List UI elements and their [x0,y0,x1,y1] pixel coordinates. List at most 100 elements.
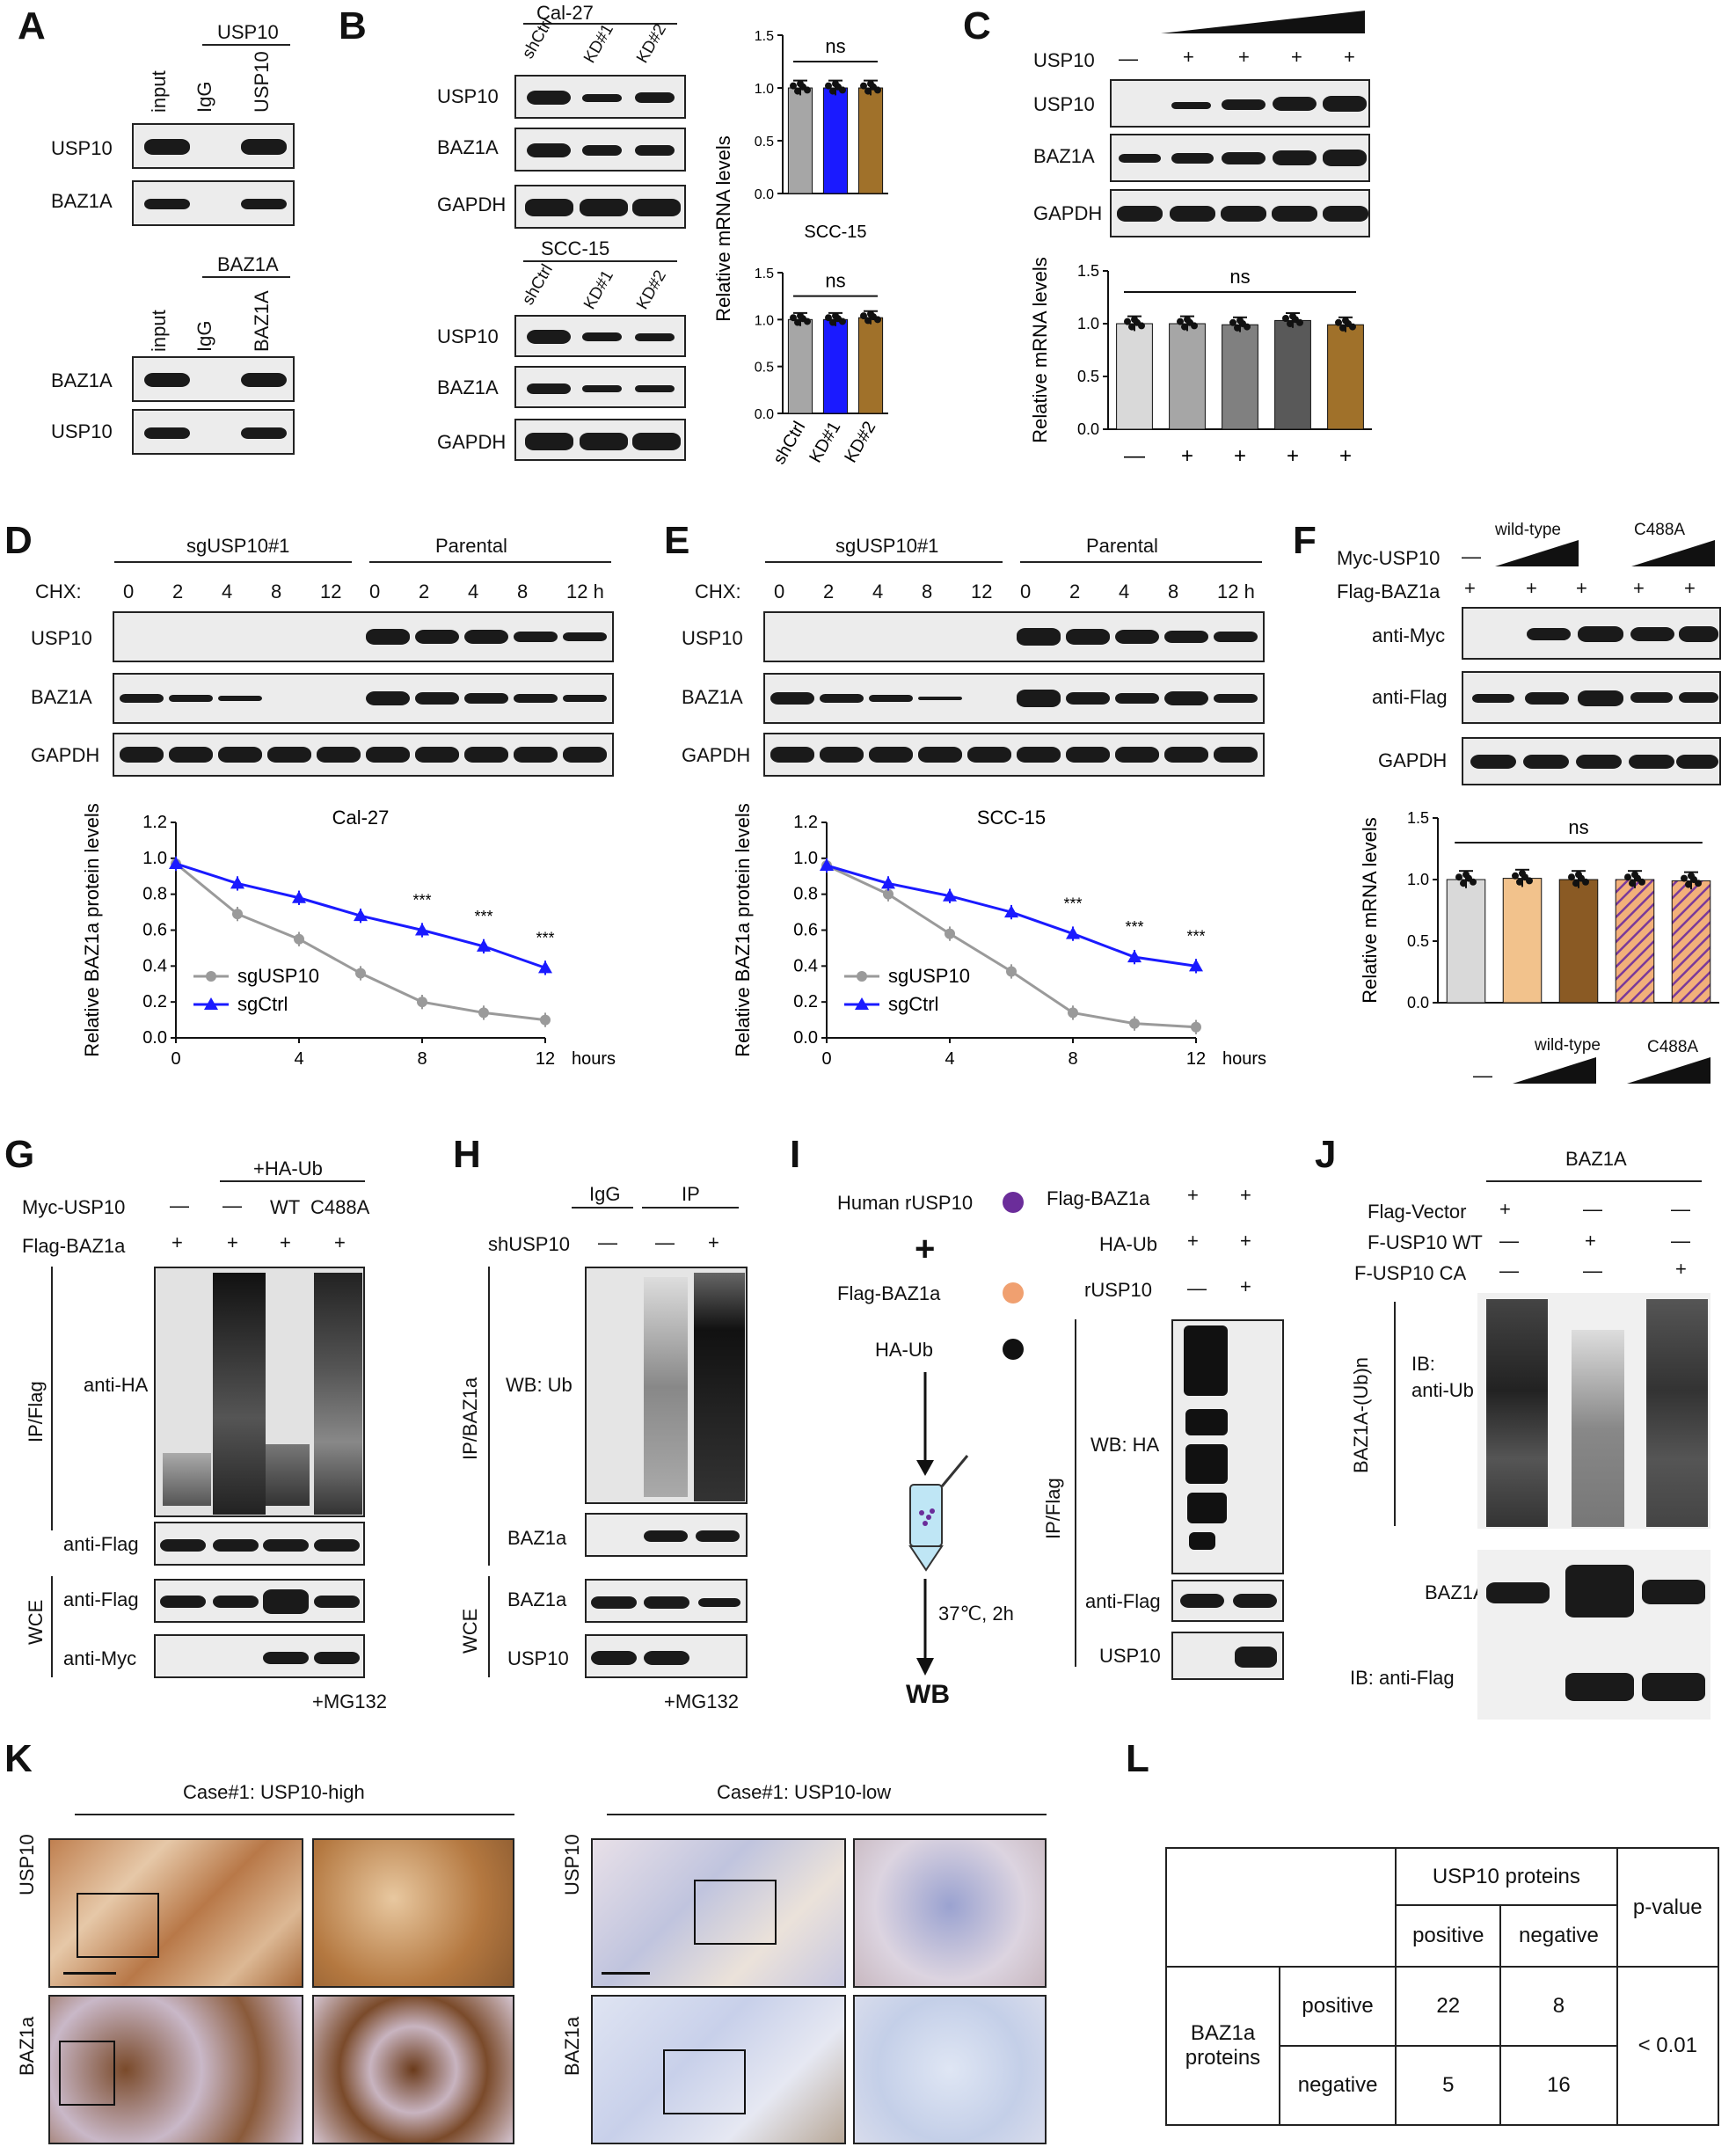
data-point [1568,873,1575,881]
blot-band [464,693,508,704]
sign: — [1473,1064,1492,1086]
row-label: USP10 [51,137,113,159]
bar [1169,323,1206,430]
ub-label: BAZ1A-(Ub)n [1350,1356,1372,1473]
panel-letter-j: J [1315,1133,1337,1176]
y-axis-label: Relative BAZ1a protein levels [732,803,754,1057]
blot-band [267,747,311,763]
time-label: 8 [517,581,529,602]
row-label: F-USP10 WT [1368,1231,1483,1253]
data-point [292,890,306,903]
data-point [1296,318,1303,326]
ihc-image [48,1838,303,1988]
panel-letter-g: G [4,1133,35,1176]
data-point [790,82,797,90]
blot-band [563,632,607,641]
blot-band [1164,747,1208,763]
row-label: Flag-BAZ1a [22,1235,126,1257]
western-blot [132,180,295,226]
y-tick-label: 0.6 [793,921,818,940]
row-label: USP10 [437,325,499,347]
y-tick-label: 0.2 [793,992,818,1011]
data-point [1462,871,1470,879]
sig-label: *** [412,892,431,909]
western-blot [113,611,614,662]
sign: + [1240,1230,1251,1252]
time-label: 8 [1168,581,1179,602]
y-tick-label: 0.8 [793,885,818,904]
table-cell: 16 [1499,2045,1618,2126]
bar [1502,878,1543,1004]
table-cell: 5 [1395,2045,1502,2126]
data-point [1575,871,1582,879]
panel-j-header: BAZ1A [1565,1148,1627,1170]
legend-label: sgUSP10 [888,965,970,987]
group-label: Parental [1086,535,1158,557]
table-header: p-value [1616,1847,1720,1968]
western-blot [763,733,1265,777]
row-label: Flag-Vector [1368,1201,1467,1223]
panel-letter-c: C [963,4,991,47]
western-blot [585,1634,748,1678]
data-point [1342,317,1349,325]
blot-band [918,697,962,700]
sign: — [1187,1277,1207,1299]
time-labels: 0 2 4 8 12 0 2 4 8 12 h [114,581,616,607]
data-point [881,876,895,889]
x-tick-label: 0 [821,1049,831,1069]
bar [1615,879,1655,1004]
data-point [825,82,832,90]
bar [1446,879,1486,1004]
data-point [883,888,894,900]
data-point [1229,318,1236,326]
time-label: 0 [369,581,381,602]
data-point [478,1007,489,1019]
x-tick-label: KD#2 [841,419,879,466]
panel-b-top-header: Cal-27 [536,2,594,24]
data-point [1138,322,1145,330]
y-tick-label: 0.4 [793,956,818,975]
blot-band [1164,691,1208,705]
wce-label: WCE [25,1599,47,1645]
sign: — [655,1231,675,1253]
data-point [1638,878,1645,886]
blot-band [869,747,913,763]
time-label: 8 [271,581,282,602]
blot-band [1115,747,1159,763]
sign: — [1583,1198,1602,1220]
blot-band [514,694,558,703]
blot-band [967,747,1011,763]
data-point [1582,878,1589,886]
western-blot [1477,1632,1710,1720]
y-tick-label: 0.0 [1077,420,1099,438]
data-point [820,858,834,871]
data-point [1189,959,1203,972]
blot-band [770,747,814,763]
row-label: BAZ1A [1033,145,1095,167]
x-tick-label: shCtrl [770,419,809,468]
data-point [874,316,881,324]
data-point [864,317,872,325]
data-point [1004,905,1018,918]
data-point [943,888,957,902]
data-point [415,923,429,936]
blot-label: anti-Flag [63,1588,139,1610]
bar [822,87,849,194]
western-blot [1462,671,1721,724]
data-point [794,87,801,95]
x-tick-label: 8 [417,1049,427,1069]
blot-band [1115,630,1159,644]
sign: — [170,1194,189,1216]
time-label: 4 [872,581,884,602]
chx-label: CHX: [695,581,741,602]
sign: — [222,1194,242,1216]
blot-band [317,747,361,763]
blot-band [869,695,913,702]
sign: — [1499,1260,1519,1282]
row-label: BAZ1A [31,686,92,708]
y-tick-label: 1.0 [793,849,818,868]
data-point [169,856,183,869]
sign: + [1238,46,1250,68]
data-point [1695,880,1702,887]
data-point [867,310,874,318]
